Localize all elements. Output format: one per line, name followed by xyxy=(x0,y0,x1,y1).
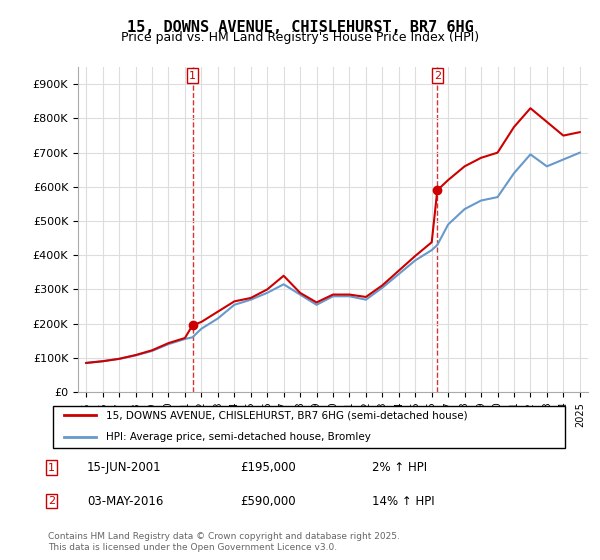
Text: £590,000: £590,000 xyxy=(240,494,296,508)
Text: Price paid vs. HM Land Registry's House Price Index (HPI): Price paid vs. HM Land Registry's House … xyxy=(121,31,479,44)
Text: £195,000: £195,000 xyxy=(240,461,296,474)
Text: 2: 2 xyxy=(434,71,441,81)
Text: 14% ↑ HPI: 14% ↑ HPI xyxy=(372,494,434,508)
Text: 15-JUN-2001: 15-JUN-2001 xyxy=(87,461,161,474)
Text: HPI: Average price, semi-detached house, Bromley: HPI: Average price, semi-detached house,… xyxy=(106,432,371,442)
Text: 1: 1 xyxy=(189,71,196,81)
Text: 15, DOWNS AVENUE, CHISLEHURST, BR7 6HG (semi-detached house): 15, DOWNS AVENUE, CHISLEHURST, BR7 6HG (… xyxy=(106,410,468,420)
Text: Contains HM Land Registry data © Crown copyright and database right 2025.
This d: Contains HM Land Registry data © Crown c… xyxy=(48,532,400,552)
Text: 2: 2 xyxy=(48,496,55,506)
Text: 2% ↑ HPI: 2% ↑ HPI xyxy=(372,461,427,474)
Text: 03-MAY-2016: 03-MAY-2016 xyxy=(87,494,163,508)
FancyBboxPatch shape xyxy=(53,405,565,449)
Text: 15, DOWNS AVENUE, CHISLEHURST, BR7 6HG: 15, DOWNS AVENUE, CHISLEHURST, BR7 6HG xyxy=(127,20,473,35)
Text: 1: 1 xyxy=(48,463,55,473)
